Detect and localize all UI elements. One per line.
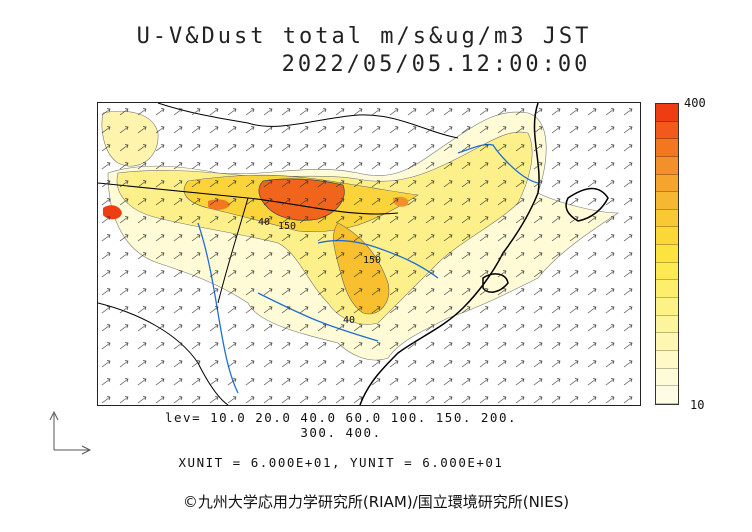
- copyright-credit: ©九州大学応用力学研究所(RIAM)/国立環境研究所(NIES): [182, 493, 570, 511]
- dust-map: 40 150 150 40: [97, 102, 641, 406]
- colorbar-swatch: [656, 315, 678, 334]
- colorbar-swatch: [656, 192, 678, 210]
- colorbar-swatch: [656, 350, 678, 369]
- colorbar-swatch: [656, 227, 678, 246]
- colorbar-swatch: [656, 209, 678, 228]
- colorbar-max-label: 400: [684, 96, 706, 110]
- colorbar-swatch: [656, 121, 678, 140]
- contour-label: 40: [258, 217, 270, 228]
- colorbar-swatch: [656, 104, 678, 122]
- vector-units: XUNIT = 6.000E+01, YUNIT = 6.000E+01: [178, 455, 504, 470]
- colorbar-swatch: [656, 333, 678, 351]
- colorbar-swatch: [656, 280, 678, 299]
- contour-label: 150: [363, 255, 381, 266]
- contour-levels-line2: 300. 400.: [300, 425, 382, 440]
- colorbar-swatch: [656, 156, 678, 175]
- contour-label: 150: [278, 221, 296, 232]
- contour-label: 40: [343, 315, 355, 326]
- color-scale-bar: [655, 103, 679, 405]
- map-title: U-V&Dust total m/s&ug/m3 JST: [136, 24, 592, 49]
- colorbar-min-label: 10: [690, 398, 705, 412]
- colorbar-swatch: [656, 298, 678, 316]
- contour-levels-line1: lev= 10.0 20.0 40.0 60.0 100. 150. 200.: [165, 410, 517, 425]
- colorbar-swatch: [656, 139, 678, 157]
- map-timestamp: 2022/05/05.12:00:00: [281, 52, 591, 77]
- colorbar-swatch: [656, 386, 678, 404]
- colorbar-swatch: [656, 174, 678, 193]
- reference-axes-icon: [49, 410, 92, 455]
- colorbar-swatch: [656, 262, 678, 281]
- colorbar-swatch: [656, 245, 678, 263]
- colorbar-swatch: [656, 368, 678, 387]
